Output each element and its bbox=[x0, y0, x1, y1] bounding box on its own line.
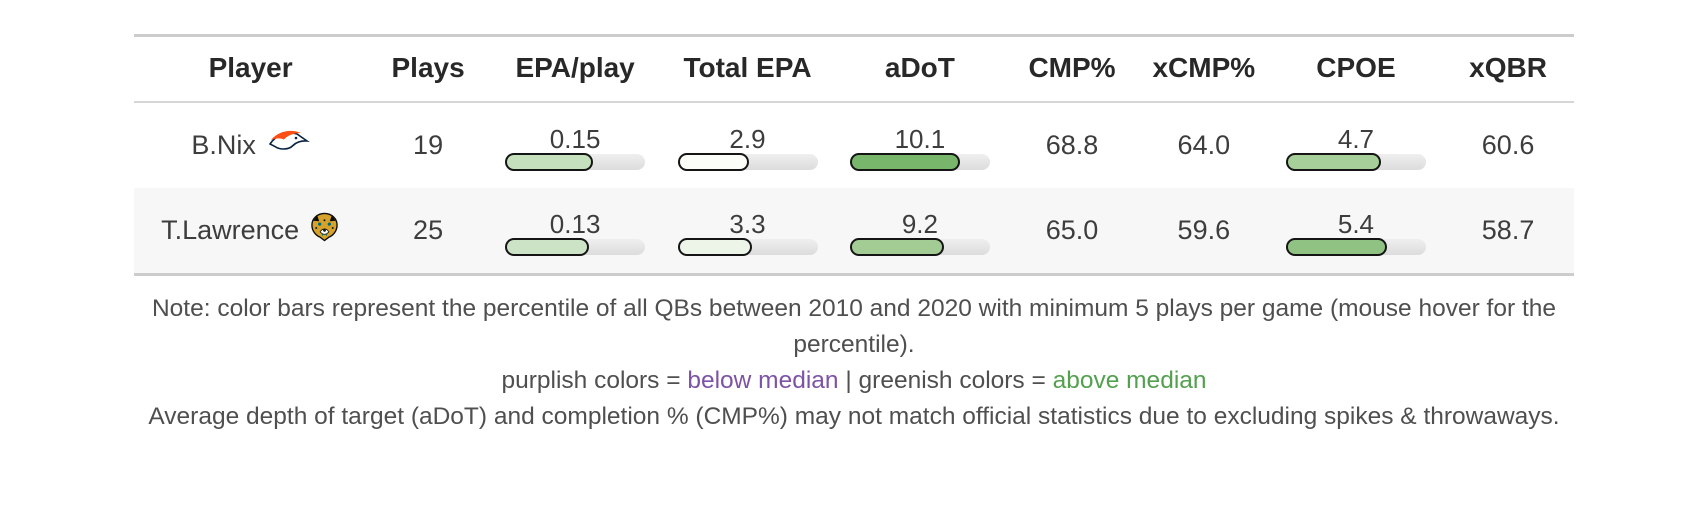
col-header-epa-play: EPA/play bbox=[488, 35, 662, 103]
col-header-cmp: CMP% bbox=[1006, 35, 1138, 103]
xcmp-cell: 59.6 bbox=[1177, 215, 1231, 245]
bar-fill bbox=[677, 237, 752, 256]
bar-track bbox=[677, 152, 818, 171]
stat-value: 9.2 bbox=[901, 208, 938, 239]
col-header-xqbr: xQBR bbox=[1442, 35, 1574, 103]
col-header-total-epa: Total EPA bbox=[661, 35, 834, 103]
player-cell: B.Nix bbox=[134, 102, 367, 188]
bar-track bbox=[849, 152, 990, 171]
cpoe-cell: 4.7 bbox=[1270, 102, 1442, 188]
cmp-cell: 68.8 bbox=[1045, 130, 1099, 160]
total-epa-percentile-bar[interactable]: 2.9 bbox=[677, 123, 818, 171]
legend-above-median: above median bbox=[1052, 367, 1207, 394]
cmp-cell: 65.0 bbox=[1045, 215, 1099, 245]
epa-play-percentile-bar[interactable]: 0.13 bbox=[505, 208, 646, 256]
player-cell: T.Lawrence bbox=[134, 188, 367, 275]
col-header-cpoe: CPOE bbox=[1269, 35, 1443, 103]
bar-fill bbox=[505, 152, 594, 171]
plays-cell: 19 bbox=[413, 130, 444, 160]
legend-mid: greenish colors = bbox=[858, 367, 1053, 394]
epa-play-percentile-bar[interactable]: 0.15 bbox=[505, 123, 646, 171]
stat-value: 5.4 bbox=[1337, 208, 1375, 239]
bar-track bbox=[677, 237, 818, 256]
col-header-xcmp: xCMP% bbox=[1137, 35, 1270, 103]
bar-track bbox=[1285, 152, 1426, 171]
col-header-adot: aDoT bbox=[833, 35, 1007, 103]
stat-value: 0.15 bbox=[549, 123, 601, 154]
xqbr-cell: 58.7 bbox=[1481, 215, 1535, 245]
legend-separator: | bbox=[838, 367, 859, 394]
cpoe-percentile-bar[interactable]: 4.7 bbox=[1285, 123, 1426, 171]
player-name: B.Nix bbox=[191, 130, 256, 160]
bar-track bbox=[505, 237, 646, 256]
cpoe-percentile-bar[interactable]: 5.4 bbox=[1285, 208, 1426, 256]
xcmp-cell: 64.0 bbox=[1177, 130, 1231, 160]
footnotes: Note: color bars represent the percentil… bbox=[0, 291, 1708, 435]
adot-percentile-bar[interactable]: 9.2 bbox=[849, 208, 990, 256]
jaguars-logo-icon bbox=[309, 212, 340, 249]
bar-fill bbox=[505, 237, 590, 256]
bar-track bbox=[1285, 237, 1426, 256]
stat-value: 2.9 bbox=[729, 123, 766, 154]
bar-fill bbox=[1285, 152, 1382, 171]
player-name: T.Lawrence bbox=[161, 215, 300, 245]
qb-stats-table-wrap: Player Plays EPA/play Total EPA aDoT CMP… bbox=[134, 34, 1574, 276]
table-row-tlawrence: T.Lawrence bbox=[134, 188, 1574, 275]
table-row-bnix: B.Nix 19 0.15 bbox=[134, 102, 1574, 188]
adot-percentile-bar[interactable]: 10.1 bbox=[849, 123, 990, 171]
col-header-plays: Plays bbox=[367, 35, 489, 103]
bar-fill bbox=[1285, 237, 1387, 256]
xqbr-cell: 60.6 bbox=[1481, 130, 1535, 160]
cpoe-cell: 5.4 bbox=[1270, 188, 1442, 275]
stat-value: 0.13 bbox=[549, 208, 601, 239]
percentile-note: Note: color bars represent the percentil… bbox=[151, 295, 1557, 358]
header-row: Player Plays EPA/play Total EPA aDoT CMP… bbox=[134, 35, 1574, 103]
adot-cell: 10.1 bbox=[834, 102, 1006, 188]
adot-cmp-note: Average depth of target (aDoT) and compl… bbox=[148, 403, 1560, 430]
qb-stats-table: Player Plays EPA/play Total EPA aDoT CMP… bbox=[134, 34, 1574, 276]
epa-play-cell: 0.13 bbox=[489, 188, 661, 275]
bar-fill bbox=[849, 152, 961, 171]
total-epa-percentile-bar[interactable]: 3.3 bbox=[677, 208, 818, 256]
bar-track bbox=[505, 152, 646, 171]
stat-value: 10.1 bbox=[894, 123, 946, 154]
epa-play-cell: 0.15 bbox=[489, 102, 661, 188]
bar-track bbox=[849, 237, 990, 256]
adot-cell: 9.2 bbox=[834, 188, 1006, 275]
plays-cell: 25 bbox=[413, 215, 444, 245]
legend-prefix: purplish colors = bbox=[501, 367, 688, 394]
legend-below-median: below median bbox=[687, 367, 839, 394]
bar-fill bbox=[849, 237, 944, 256]
bar-fill bbox=[677, 152, 749, 171]
color-legend: purplish colors = below median | greenis… bbox=[0, 363, 1708, 399]
total-epa-cell: 2.9 bbox=[661, 102, 833, 188]
broncos-logo-icon bbox=[266, 127, 310, 164]
stat-value: 4.7 bbox=[1337, 123, 1375, 154]
stat-value: 3.3 bbox=[729, 208, 766, 239]
total-epa-cell: 3.3 bbox=[661, 188, 833, 275]
col-header-player: Player bbox=[134, 35, 368, 103]
